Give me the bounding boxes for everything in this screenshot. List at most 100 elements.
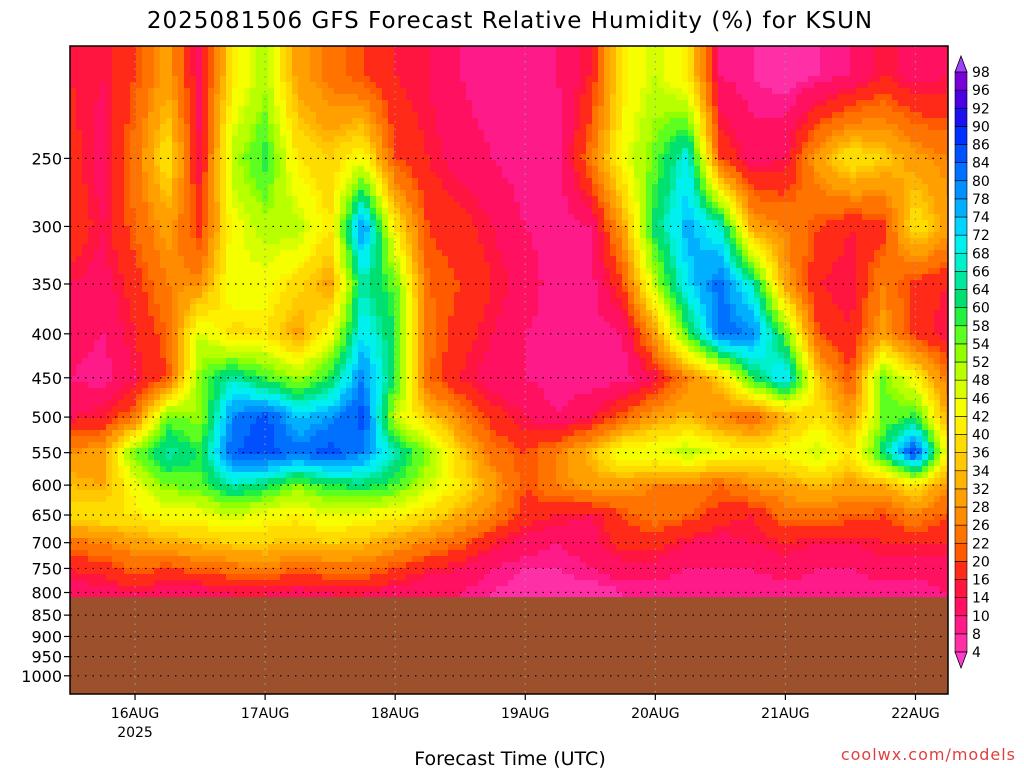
- humidity-cell: [292, 130, 299, 137]
- humidity-cell: [184, 286, 191, 293]
- humidity-cell: [370, 460, 377, 467]
- humidity-cell: [370, 142, 377, 149]
- humidity-cell: [88, 436, 95, 443]
- humidity-cell: [268, 88, 275, 95]
- humidity-cell: [208, 586, 215, 593]
- humidity-cell: [334, 436, 341, 443]
- humidity-cell: [352, 436, 359, 443]
- humidity-cell: [316, 292, 323, 299]
- humidity-cell: [334, 88, 341, 95]
- humidity-cell: [160, 328, 167, 335]
- humidity-cell: [94, 352, 101, 359]
- humidity-cell: [310, 382, 317, 389]
- humidity-cell: [172, 304, 179, 311]
- humidity-cell: [142, 136, 149, 143]
- humidity-cell: [178, 280, 185, 287]
- humidity-cell: [256, 142, 263, 149]
- humidity-cell: [358, 352, 365, 359]
- humidity-cell: [268, 100, 275, 107]
- humidity-cell: [352, 52, 359, 59]
- humidity-cell: [136, 574, 143, 581]
- humidity-cell: [190, 394, 197, 401]
- humidity-cell: [70, 448, 77, 455]
- humidity-cell: [262, 160, 269, 167]
- humidity-cell: [166, 484, 173, 491]
- humidity-cell: [178, 172, 185, 179]
- humidity-cell: [388, 256, 395, 263]
- humidity-cell: [94, 370, 101, 377]
- humidity-cell: [346, 82, 353, 89]
- humidity-cell: [148, 298, 155, 305]
- humidity-cell: [268, 592, 275, 599]
- humidity-cell: [190, 142, 197, 149]
- humidity-cell: [130, 526, 137, 533]
- humidity-cell: [232, 298, 239, 305]
- humidity-cell: [268, 358, 275, 365]
- humidity-cell: [304, 322, 311, 329]
- humidity-cell: [220, 280, 227, 287]
- humidity-cell: [298, 550, 305, 557]
- humidity-cell: [316, 82, 323, 89]
- humidity-cell: [226, 442, 233, 449]
- humidity-cell: [364, 286, 371, 293]
- humidity-cell: [94, 364, 101, 371]
- humidity-cell: [148, 472, 155, 479]
- humidity-cell: [106, 574, 113, 581]
- humidity-cell: [232, 142, 239, 149]
- humidity-cell: [334, 484, 341, 491]
- humidity-cell: [268, 154, 275, 161]
- humidity-cell: [142, 208, 149, 215]
- humidity-cell: [100, 298, 107, 305]
- humidity-cell: [304, 448, 311, 455]
- humidity-cell: [214, 400, 221, 407]
- humidity-cell: [76, 52, 83, 59]
- humidity-cell: [244, 136, 251, 143]
- humidity-cell: [190, 358, 197, 365]
- humidity-cell: [166, 136, 173, 143]
- humidity-cell: [154, 562, 161, 569]
- humidity-cell: [202, 238, 209, 245]
- humidity-cell: [286, 298, 293, 305]
- humidity-cell: [142, 460, 149, 467]
- humidity-cell: [322, 496, 329, 503]
- humidity-cell: [328, 442, 335, 449]
- humidity-cell: [376, 562, 383, 569]
- humidity-cell: [292, 478, 299, 485]
- humidity-cell: [244, 454, 251, 461]
- humidity-cell: [262, 364, 269, 371]
- humidity-cell: [352, 586, 359, 593]
- humidity-cell: [82, 364, 89, 371]
- humidity-cell: [130, 322, 137, 329]
- humidity-cell: [364, 202, 371, 209]
- humidity-cell: [304, 508, 311, 515]
- humidity-cell: [112, 166, 119, 173]
- humidity-cell: [256, 268, 263, 275]
- humidity-cell: [82, 478, 89, 485]
- humidity-cell: [250, 64, 257, 71]
- humidity-cell: [70, 340, 77, 347]
- humidity-cell: [184, 280, 191, 287]
- humidity-cell: [256, 70, 263, 77]
- humidity-cell: [142, 124, 149, 131]
- humidity-cell: [136, 478, 143, 485]
- humidity-cell: [316, 196, 323, 203]
- humidity-cell: [88, 388, 95, 395]
- humidity-cell: [256, 556, 263, 563]
- humidity-cell: [310, 286, 317, 293]
- humidity-cell: [268, 64, 275, 71]
- humidity-cell: [358, 94, 365, 101]
- humidity-cell: [226, 568, 233, 575]
- humidity-cell: [250, 508, 257, 515]
- humidity-cell: [352, 310, 359, 317]
- humidity-cell: [322, 400, 329, 407]
- humidity-cell: [154, 172, 161, 179]
- humidity-cell: [292, 250, 299, 257]
- humidity-cell: [250, 520, 257, 527]
- humidity-cell: [226, 352, 233, 359]
- humidity-cell: [364, 454, 371, 461]
- humidity-cell: [94, 262, 101, 269]
- humidity-cell: [118, 292, 125, 299]
- humidity-cell: [304, 454, 311, 461]
- humidity-cell: [202, 124, 209, 131]
- humidity-cell: [274, 190, 281, 197]
